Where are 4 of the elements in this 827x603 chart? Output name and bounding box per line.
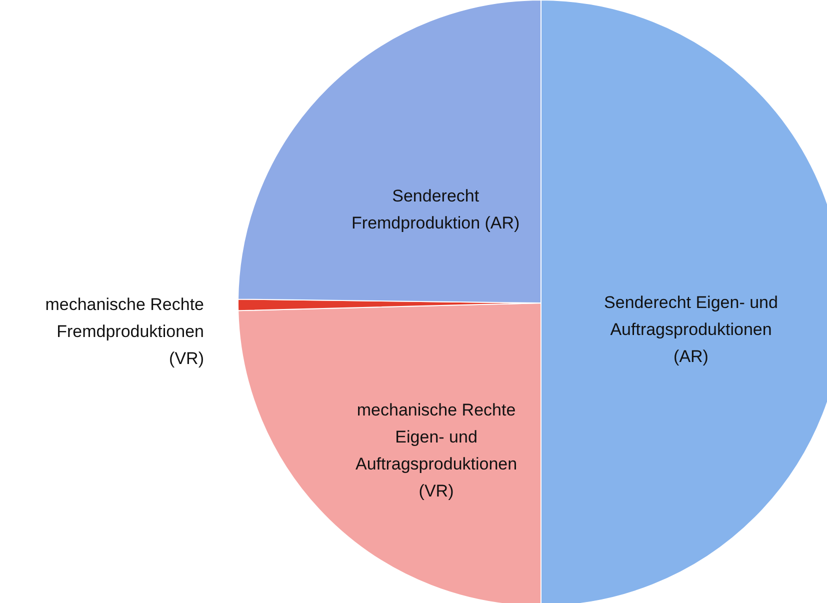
slice-label: Senderecht Fremdproduktion (AR) — [352, 186, 520, 232]
slice-label: Senderecht Eigen- und Auftragsproduktionen (AR) — [604, 293, 778, 366]
slice-label: mechanische Rechte Fremdproduktionen (VR) — [45, 294, 204, 368]
slice-label: mechanische Rechte Eigen- und Auftragsproduktionen (VR) — [355, 400, 518, 500]
